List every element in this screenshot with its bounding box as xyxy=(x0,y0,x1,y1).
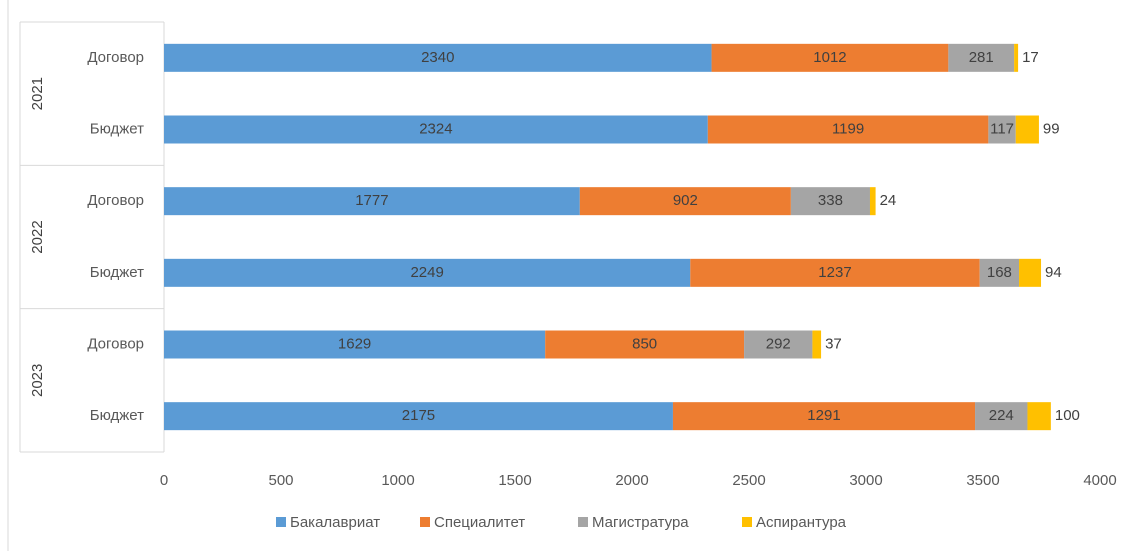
bar-segment xyxy=(672,402,976,431)
legend-label: Специалитет xyxy=(434,514,525,531)
bar-segment xyxy=(1014,43,1019,72)
bar-segment xyxy=(790,187,870,216)
y-tick-label: Договор xyxy=(87,192,144,209)
data-label: 1629 xyxy=(338,335,371,352)
bar-segment xyxy=(164,402,673,431)
bar-segment xyxy=(690,258,980,287)
data-label: 17 xyxy=(1022,49,1039,66)
group-label: 2021 xyxy=(29,77,46,110)
legend-swatch xyxy=(742,517,752,527)
data-label: 1777 xyxy=(355,192,388,209)
bar-segment xyxy=(707,115,989,144)
bar-segment xyxy=(164,187,580,216)
bar-segment xyxy=(1015,115,1039,144)
group-label: 2022 xyxy=(29,220,46,253)
bar-segment xyxy=(164,43,712,72)
bar-segment xyxy=(979,258,1020,287)
bar-segment xyxy=(579,187,791,216)
data-label: 24 xyxy=(880,192,897,209)
x-tick-label: 500 xyxy=(268,472,293,489)
data-label: 1012 xyxy=(813,49,846,66)
data-label: 1199 xyxy=(832,120,864,137)
x-tick-label: 4000 xyxy=(1083,472,1116,489)
legend-label: Аспирантура xyxy=(756,514,847,531)
legend-swatch xyxy=(578,517,588,527)
data-label: 1237 xyxy=(818,264,851,281)
data-label: 2340 xyxy=(421,49,454,66)
bar-segment xyxy=(869,187,876,216)
bar-segment xyxy=(545,330,745,359)
data-label: 281 xyxy=(969,49,994,66)
y-tick-label: Договор xyxy=(87,335,144,352)
group-label: 2023 xyxy=(29,364,46,397)
x-tick-label: 3500 xyxy=(966,472,999,489)
data-label: 224 xyxy=(989,407,1014,424)
bar-segment xyxy=(164,330,546,359)
bar-segment xyxy=(744,330,813,359)
data-label: 100 xyxy=(1055,407,1080,424)
bar-segment xyxy=(988,115,1016,144)
data-label: 2175 xyxy=(402,407,435,424)
bar-segment xyxy=(711,43,949,72)
legend-swatch xyxy=(276,517,286,527)
bar-segment xyxy=(975,402,1028,431)
data-label: 902 xyxy=(673,192,698,209)
x-tick-label: 1500 xyxy=(498,472,531,489)
x-tick-label: 0 xyxy=(160,472,168,489)
x-tick-label: 3000 xyxy=(849,472,882,489)
data-label: 850 xyxy=(632,335,657,352)
bar-segment xyxy=(164,115,708,144)
bar-segment xyxy=(1027,402,1051,431)
legend-swatch xyxy=(420,517,430,527)
data-label: 2249 xyxy=(410,264,443,281)
bar-segment xyxy=(164,258,691,287)
x-tick-label: 2500 xyxy=(732,472,765,489)
x-tick-label: 1000 xyxy=(381,472,414,489)
data-label: 117 xyxy=(990,120,1014,137)
legend-label: Бакалавриат xyxy=(290,514,380,531)
legend-label: Магистратура xyxy=(592,514,689,531)
data-label: 94 xyxy=(1045,264,1062,281)
data-label: 338 xyxy=(818,192,843,209)
data-label: 2324 xyxy=(419,120,452,137)
bar-segment xyxy=(1019,258,1042,287)
bar-segment xyxy=(812,330,822,359)
y-tick-label: Договор xyxy=(87,49,144,66)
data-label: 292 xyxy=(766,335,791,352)
data-label: 168 xyxy=(987,264,1012,281)
x-tick-label: 2000 xyxy=(615,472,648,489)
bar-segment xyxy=(948,43,1015,72)
data-label: 1291 xyxy=(807,407,840,424)
data-label: 37 xyxy=(825,335,842,352)
y-tick-label: Бюджет xyxy=(90,120,144,137)
y-tick-label: Бюджет xyxy=(90,264,144,281)
y-tick-label: Бюджет xyxy=(90,407,144,424)
data-label: 99 xyxy=(1043,120,1060,137)
